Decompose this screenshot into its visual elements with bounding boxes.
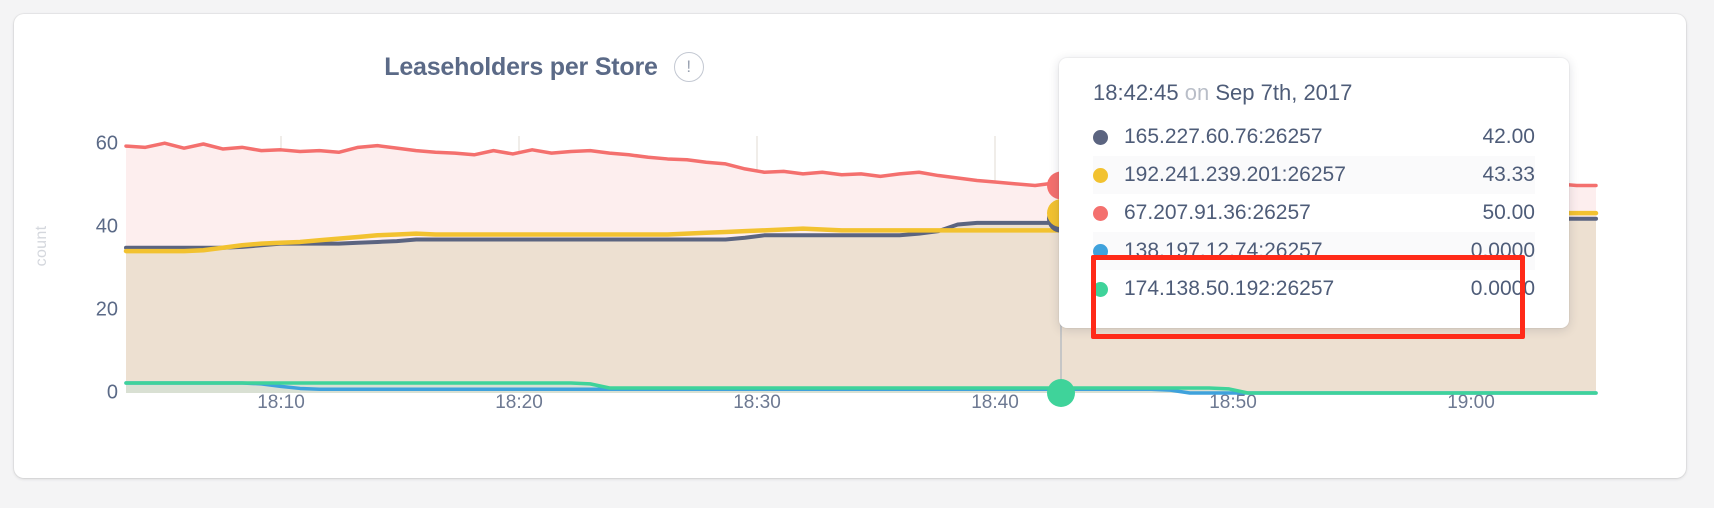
y-axis-ticks: 0 20 40 60: [54, 14, 118, 478]
tooltip-series-label: 174.138.50.192:26257: [1124, 277, 1335, 300]
tooltip-date: Sep 7th, 2017: [1215, 80, 1353, 105]
tooltip-on-word: on: [1184, 80, 1210, 105]
tooltip-row: 174.138.50.192:26257 0.0000: [1093, 270, 1535, 308]
tooltip-series-value: 50.00: [1482, 201, 1535, 224]
tooltip-timestamp: 18:42:45 on Sep 7th, 2017: [1093, 80, 1535, 106]
tooltip-time: 18:42:45: [1093, 80, 1179, 105]
x-axis-tick-label: 18:40: [971, 392, 1019, 413]
series-color-dot-icon: [1093, 129, 1108, 145]
series-color-dot-icon: [1093, 243, 1108, 259]
tooltip-series-value: 0.0000: [1470, 239, 1535, 262]
x-axis-tick-label: 19:00: [1447, 392, 1495, 413]
page-title: Leaseholders per Store: [384, 52, 658, 81]
y-axis-tick-label: 0: [106, 381, 118, 404]
tooltip-series-label: 165.227.60.76:26257: [1124, 125, 1323, 148]
y-axis-label: count: [33, 225, 50, 267]
series-color-dot-icon: [1093, 167, 1108, 183]
x-axis-ticks: 18:10 18:20 18:30 18:40 18:50 19:00: [126, 14, 1596, 478]
tooltip-series-label: 67.207.91.36:26257: [1124, 201, 1311, 224]
tooltip-series-value: 43.33: [1482, 163, 1535, 186]
series-color-dot-icon: [1093, 205, 1108, 221]
x-axis-tick-label: 18:50: [1209, 392, 1257, 413]
tooltip-series-label: 192.241.239.201:26257: [1124, 163, 1346, 186]
y-axis-tick-label: 20: [95, 298, 118, 321]
x-axis-tick-label: 18:20: [495, 392, 543, 413]
tooltip-row: 192.241.239.201:26257 43.33: [1093, 156, 1535, 194]
y-axis-tick-label: 40: [95, 215, 118, 238]
x-axis-tick-label: 18:30: [733, 392, 781, 413]
series-color-dot-icon: [1093, 281, 1108, 297]
chart-header: Leaseholders per Store !: [14, 52, 1074, 82]
chart-card: Leaseholders per Store ! count 0 20 40 60 1…: [14, 14, 1686, 478]
tooltip-series-value: 42.00: [1482, 125, 1535, 148]
tooltip-row: 67.207.91.36:26257 50.00: [1093, 194, 1535, 232]
tooltip-row: 165.227.60.76:26257 42.00: [1093, 118, 1535, 156]
tooltip-row: 138.197.12.74:26257 0.0000: [1093, 232, 1535, 270]
tooltip-series-label: 138.197.12.74:26257: [1124, 239, 1323, 262]
tooltip-series-value: 0.0000: [1470, 277, 1535, 300]
x-axis-tick-label: 18:10: [257, 392, 305, 413]
y-axis-tick-label: 60: [95, 132, 118, 155]
tooltip-rows: 165.227.60.76:26257 42.00 192.241.239.201:…: [1093, 118, 1535, 308]
exclamation-circle-icon[interactable]: !: [673, 52, 704, 82]
chart-tooltip: 18:42:45 on Sep 7th, 2017 165.227.60.76:…: [1059, 58, 1569, 328]
